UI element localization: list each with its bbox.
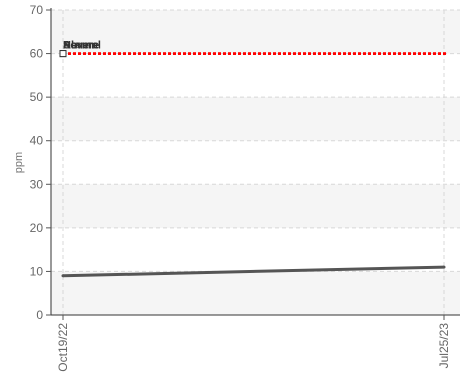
series-line-0	[62, 265, 445, 278]
band-40	[51, 97, 460, 141]
y-tick-label-60: 60	[30, 47, 44, 61]
y-axis-label: ppm	[13, 152, 25, 173]
series-point-0-1	[442, 265, 446, 269]
background-bands	[51, 10, 460, 315]
threshold-label-alarm: Alarm	[63, 40, 94, 52]
axes	[50, 8, 460, 316]
band-60	[51, 10, 460, 54]
x-tick-label-0: Oct19/22	[56, 323, 70, 372]
y-tick-label-10: 10	[30, 264, 44, 278]
y-tick-label-30: 30	[30, 177, 44, 191]
y-axis-ticks: 0 10 20 30 40 50 60 70	[30, 3, 51, 322]
x-axis-ticks: Oct19/22 Jul25/23	[56, 315, 451, 372]
threshold-marker-normal	[59, 50, 67, 58]
series-point-0-0	[61, 274, 65, 278]
y-tick-label-40: 40	[30, 134, 44, 148]
y-tick-label-50: 50	[30, 90, 44, 104]
x-tick-label-1: Jul25/23	[437, 323, 451, 369]
y-tick-label-20: 20	[30, 221, 44, 235]
y-tick-label-70: 70	[30, 3, 44, 17]
threshold-label-normal: Normal	[63, 40, 101, 52]
threshold-label-severe: Severe	[63, 40, 99, 52]
y-tick-label-0: 0	[36, 308, 43, 322]
band-20	[51, 184, 460, 228]
band-0	[51, 271, 460, 315]
data-series	[61, 265, 446, 278]
